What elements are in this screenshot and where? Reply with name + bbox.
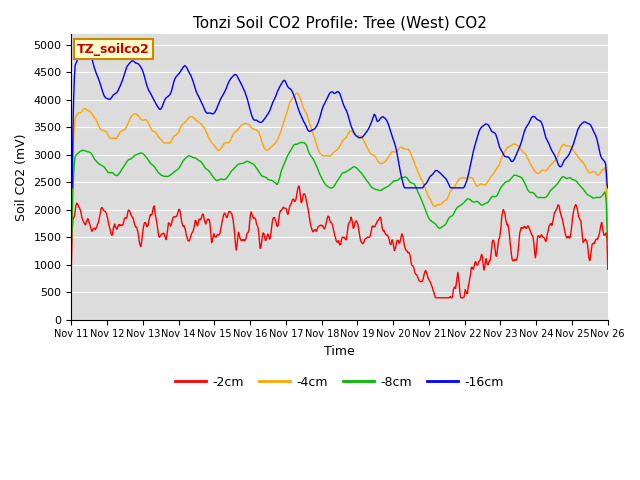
Text: TZ_soilco2: TZ_soilco2	[77, 43, 150, 56]
Title: Tonzi Soil CO2 Profile: Tree (West) CO2: Tonzi Soil CO2 Profile: Tree (West) CO2	[193, 15, 486, 30]
X-axis label: Time: Time	[324, 345, 355, 358]
Y-axis label: Soil CO2 (mV): Soil CO2 (mV)	[15, 133, 28, 221]
Legend: -2cm, -4cm, -8cm, -16cm: -2cm, -4cm, -8cm, -16cm	[170, 371, 509, 394]
